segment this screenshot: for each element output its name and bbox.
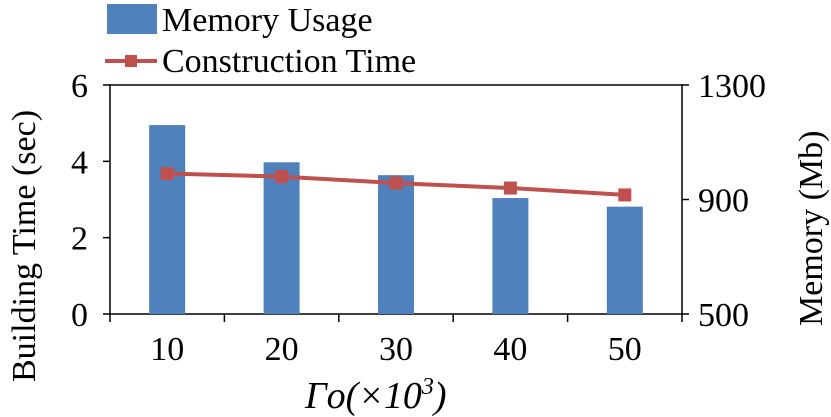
x-tick-label: 10 <box>150 331 184 368</box>
x-tick-label: 30 <box>379 331 413 368</box>
bars-layer <box>149 125 643 314</box>
y-left-tick-label: 4 <box>71 144 88 181</box>
point-construction-time <box>275 170 289 184</box>
point-construction-time <box>160 167 174 181</box>
x-axis-title: Γo(×103) <box>304 374 447 417</box>
bar-memory-usage <box>378 175 414 314</box>
bar-memory-usage <box>492 198 529 314</box>
y-right-axis-title: Memory (Mb) <box>793 131 830 326</box>
line-layer <box>160 167 632 202</box>
y-left-tick-label: 6 <box>71 68 88 105</box>
legend-marker-construction-time <box>125 55 137 67</box>
y-left-axis-title: Building Time (sec) <box>6 110 43 382</box>
bar-memory-usage <box>149 125 186 314</box>
bar-memory-usage <box>606 206 643 314</box>
y-right-tick-label: 1300 <box>698 68 766 105</box>
legend-swatch-memory-usage <box>107 4 157 34</box>
point-construction-time <box>503 181 517 195</box>
legend-label-construction-time: Construction Time <box>162 43 416 80</box>
point-construction-time <box>618 188 632 202</box>
point-construction-time <box>389 176 403 190</box>
y-left-tick-label: 0 <box>71 297 88 334</box>
x-tick-label: 40 <box>493 331 527 368</box>
bar-memory-usage <box>263 162 300 314</box>
y-right-tick-label: 500 <box>698 297 749 334</box>
ticks-layer: 0 2 4 6 500 900 1300 10 20 30 40 50 <box>71 68 766 368</box>
y-right-tick-label: 900 <box>698 183 749 220</box>
legend-label-memory-usage: Memory Usage <box>162 2 373 39</box>
x-tick-label: 50 <box>608 331 642 368</box>
y-left-tick-label: 2 <box>71 221 88 258</box>
legend: Memory Usage Construction Time <box>105 2 416 80</box>
x-tick-label: 20 <box>265 331 299 368</box>
